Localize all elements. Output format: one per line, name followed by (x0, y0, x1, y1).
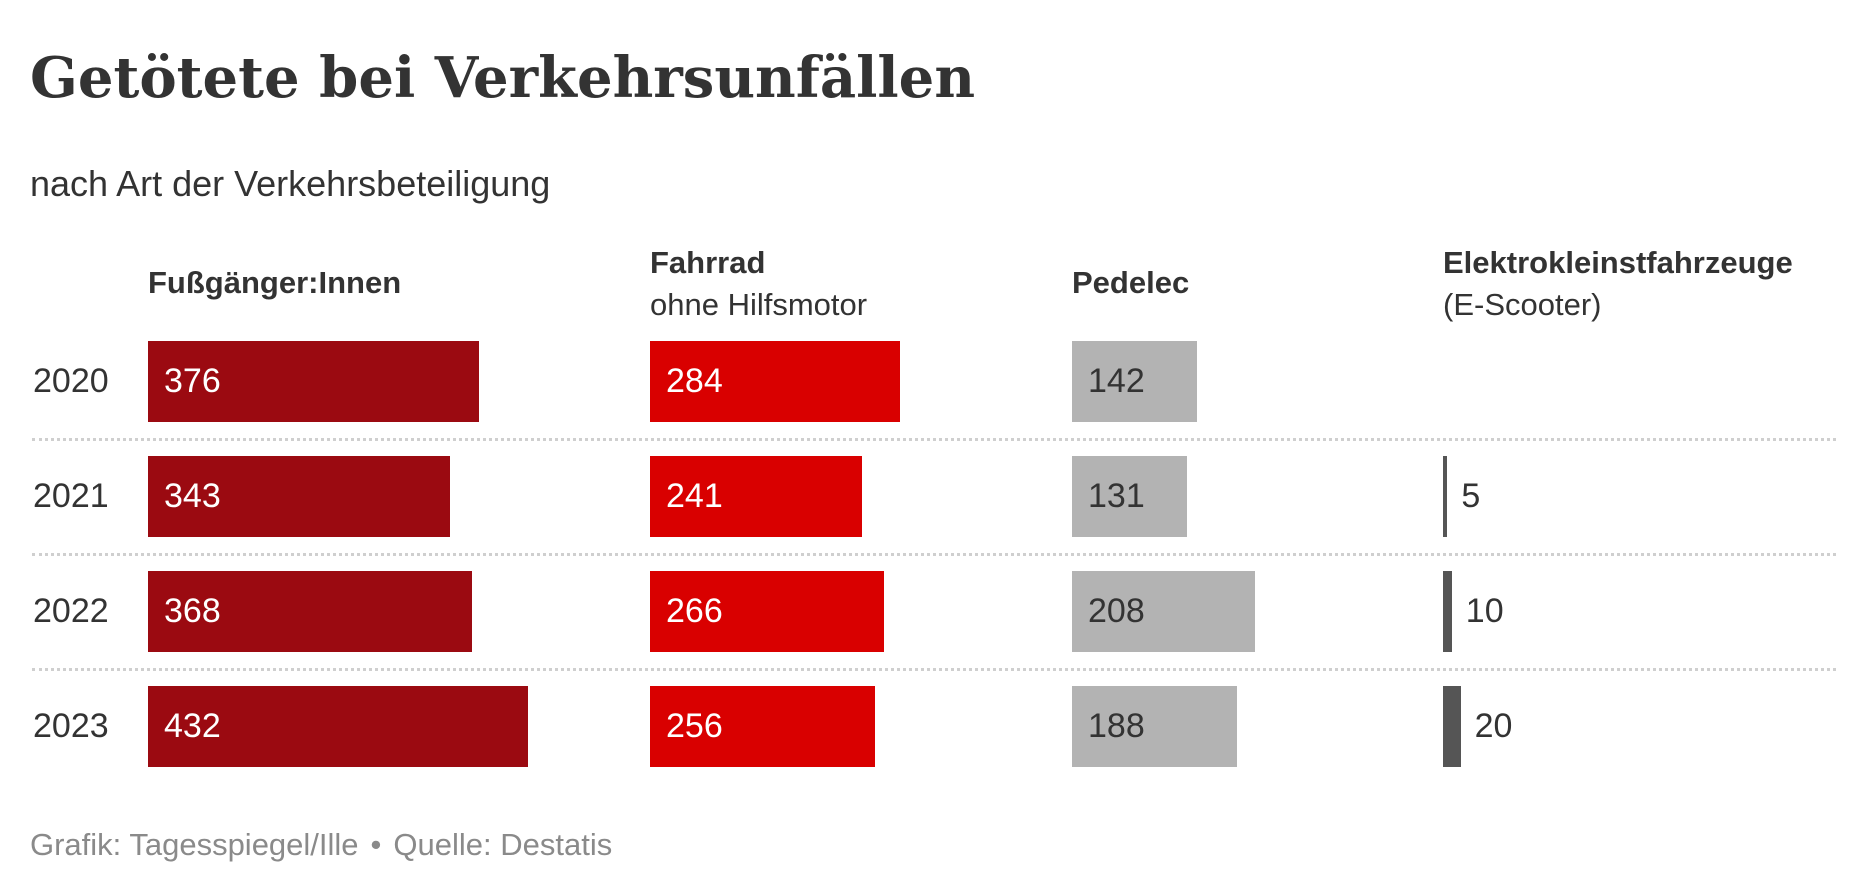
column-header-fahrrad: Fahrrad ohne Hilfsmotor (650, 242, 867, 326)
value-label-fahrrad-2023: 256 (666, 707, 723, 745)
bar-fahrrad-2022 (650, 571, 885, 652)
chart-subtitle: nach Art der Verkehrsbeteiligung (30, 163, 551, 204)
column-header-escooter: Elektrokleinstfahrzeuge (E-Scooter) (1443, 242, 1793, 326)
value-label-fussgaenger-2020: 376 (164, 362, 221, 400)
row-2022: 2022 368 266 208 10 (0, 571, 1860, 686)
bar-fussgaenger-2023 (148, 686, 529, 767)
value-label-fussgaenger-2021: 343 (164, 477, 221, 515)
value-label-pedelec-2020: 142 (1088, 362, 1145, 400)
year-label: 2023 (33, 707, 109, 745)
bar-fahrrad-2020 (650, 341, 900, 422)
footer-credit: Grafik: Tagesspiegel/Ille (30, 827, 359, 862)
column-title-escooter: Elektrokleinstfahrzeuge (1443, 245, 1793, 280)
value-label-fahrrad-2022: 266 (666, 592, 723, 630)
row-divider (32, 438, 1836, 441)
bar-pedelec-2021 (1072, 456, 1188, 537)
bar-escooter-2022 (1443, 571, 1452, 652)
bar-escooter-2023 (1443, 686, 1461, 767)
row-divider (32, 668, 1836, 671)
column-subtitle-fahrrad: ohne Hilfsmotor (650, 287, 868, 322)
column-title-pedelec: Pedelec (1072, 265, 1190, 300)
footer-separator: • (370, 827, 382, 862)
bar-fahrrad-2023 (650, 686, 876, 767)
footer-source: Quelle: Destatis (393, 827, 613, 862)
bar-fussgaenger-2020 (148, 341, 479, 422)
value-label-fussgaenger-2023: 432 (164, 707, 221, 745)
row-divider (32, 553, 1836, 556)
column-title-fussgaenger: Fußgänger:Innen (148, 265, 402, 300)
row-2023: 2023 432 256 188 20 (0, 686, 1860, 801)
value-label-fussgaenger-2022: 368 (164, 592, 221, 630)
column-header-pedelec: Pedelec (1072, 262, 1189, 304)
value-label-fahrrad-2021: 241 (666, 477, 723, 515)
row-2021: 2021 343 241 131 5 (0, 456, 1860, 571)
value-label-fahrrad-2020: 284 (666, 362, 723, 400)
year-label: 2021 (33, 477, 109, 515)
row-2020: 2020 376 284 142 (0, 341, 1860, 456)
value-label-escooter-2021: 5 (1461, 477, 1481, 515)
column-header-fussgaenger: Fußgänger:Innen (148, 262, 401, 304)
value-label-pedelec-2023: 188 (1088, 707, 1145, 745)
bar-fussgaenger-2021 (148, 456, 450, 537)
value-label-escooter-2023: 20 (1474, 707, 1513, 745)
bar-pedelec-2023 (1072, 686, 1238, 767)
value-label-pedelec-2022: 208 (1088, 592, 1145, 630)
bar-pedelec-2020 (1072, 341, 1197, 422)
bar-fahrrad-2021 (650, 456, 863, 537)
column-subtitle-escooter: (E-Scooter) (1443, 287, 1602, 322)
bar-pedelec-2022 (1072, 571, 1256, 652)
column-title-fahrrad: Fahrrad (650, 245, 766, 280)
bar-fussgaenger-2022 (148, 571, 472, 652)
bar-escooter-2021 (1443, 456, 1448, 537)
value-label-pedelec-2021: 131 (1088, 477, 1145, 515)
value-label-escooter-2022: 10 (1465, 592, 1504, 630)
chart-title: Getötete bei Verkehrsunfällen (30, 45, 976, 111)
year-label: 2020 (33, 362, 109, 400)
footer: Grafik: Tagesspiegel/Ille • Quelle: Destat… (30, 825, 612, 865)
year-label: 2022 (33, 592, 109, 630)
